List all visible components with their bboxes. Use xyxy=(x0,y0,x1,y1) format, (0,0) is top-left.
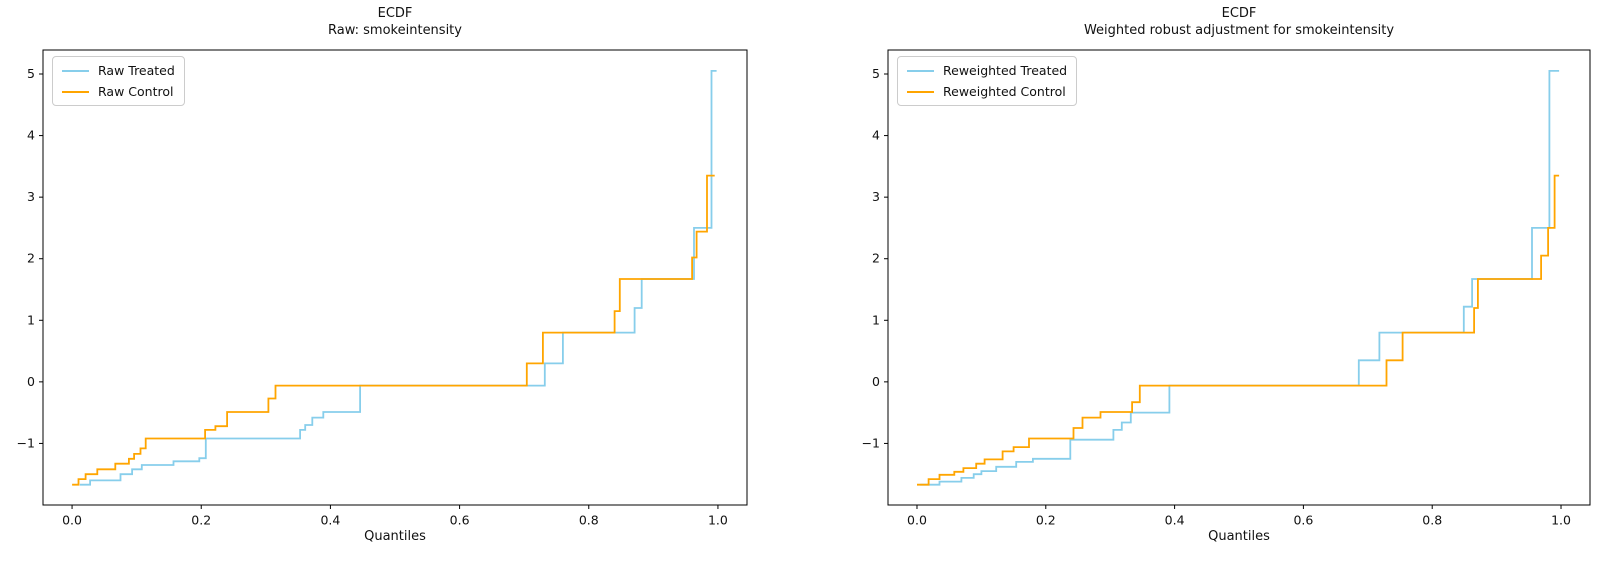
series-line-reweighted-control xyxy=(917,174,1560,486)
legend-item-raw-treated: Raw Treated xyxy=(62,63,175,78)
legend-item-reweighted-treated: Reweighted Treated xyxy=(907,63,1067,78)
y-tick-label: 3 xyxy=(27,189,35,204)
series-line-raw-control xyxy=(72,174,715,486)
y-tick-label: 3 xyxy=(872,189,880,204)
reweighted-treated-line-swatch xyxy=(907,69,934,72)
legend-label: Raw Control xyxy=(98,84,174,99)
legend-item-reweighted-control: Reweighted Control xyxy=(907,84,1067,99)
x-tick-label: 0.8 xyxy=(1422,513,1442,528)
legend-label: Raw Treated xyxy=(98,63,175,78)
y-tick-label: 5 xyxy=(872,66,880,81)
plot-frame xyxy=(887,49,1591,506)
reweighted-control-line-swatch xyxy=(907,90,934,93)
x-tick-label: 0.4 xyxy=(320,513,340,528)
x-tick-label: 0.8 xyxy=(579,513,599,528)
right-x-axis-label: Quantiles xyxy=(1208,529,1270,544)
x-tick-label: 0.2 xyxy=(1036,513,1056,528)
x-tick-label: 1.0 xyxy=(708,513,728,528)
x-tick-label: 0.0 xyxy=(62,513,82,528)
x-tick-label: 0.4 xyxy=(1165,513,1185,528)
series-line-reweighted-treated xyxy=(920,70,1560,486)
x-tick-label: 1.0 xyxy=(1551,513,1571,528)
right-plot-title: ECDF Weighted robust adjustment for smok… xyxy=(939,5,1539,39)
x-tick-label: 0.6 xyxy=(450,513,470,528)
y-tick-label: 4 xyxy=(27,128,35,143)
raw-treated-line-swatch xyxy=(62,69,89,72)
legend-label: Reweighted Treated xyxy=(943,63,1068,78)
y-tick-label: 0 xyxy=(872,374,880,389)
right-plot-canvas: 0.0 0.2 0.4 0.6 0.8 1.0 −1 0 1 2 3 4 5 xyxy=(862,49,1591,528)
left-plot-title-line1: ECDF xyxy=(377,6,413,21)
y-tick-label: 2 xyxy=(872,251,880,266)
right-plot-title-line1: ECDF xyxy=(1221,6,1257,21)
right-plot-title-line2: Weighted robust adjustment for smokeinte… xyxy=(1083,23,1395,38)
series-line-raw-treated xyxy=(79,70,717,486)
x-tick-label: 0.0 xyxy=(907,513,927,528)
y-tick-label: 5 xyxy=(27,66,35,81)
y-tick-label: 0 xyxy=(27,374,35,389)
y-tick-label: 2 xyxy=(27,251,35,266)
left-subplot: ECDF Raw: smokeintensity 0.0 0.2 0.4 0.6 0.8… xyxy=(17,5,748,544)
left-x-axis-label: Quantiles xyxy=(364,529,426,544)
raw-control-line-swatch xyxy=(62,90,89,93)
plot-frame xyxy=(42,49,748,506)
legend-item-raw-control: Raw Control xyxy=(62,84,175,99)
y-tick-label: 4 xyxy=(872,128,880,143)
left-plot-title: ECDF Raw: smokeintensity xyxy=(95,5,695,39)
left-legend: Raw Treated Raw Control xyxy=(52,56,185,106)
y-tick-label: −1 xyxy=(17,435,35,450)
legend-label: Reweighted Control xyxy=(943,84,1066,99)
right-subplot: ECDF Weighted robust adjustment for smok… xyxy=(800,0,1600,563)
y-tick-label: −1 xyxy=(862,435,880,450)
x-tick-label: 0.6 xyxy=(1293,513,1313,528)
left-plot-title-line2: Raw: smokeintensity xyxy=(328,23,462,38)
y-tick-label: 1 xyxy=(872,312,880,327)
left-plot-canvas: 0.0 0.2 0.4 0.6 0.8 1.0 −1 0 1 2 3 4 5 xyxy=(17,49,748,528)
x-tick-label: 0.2 xyxy=(191,513,211,528)
y-tick-label: 1 xyxy=(27,312,35,327)
right-legend: Reweighted Treated Reweighted Control xyxy=(897,56,1078,106)
